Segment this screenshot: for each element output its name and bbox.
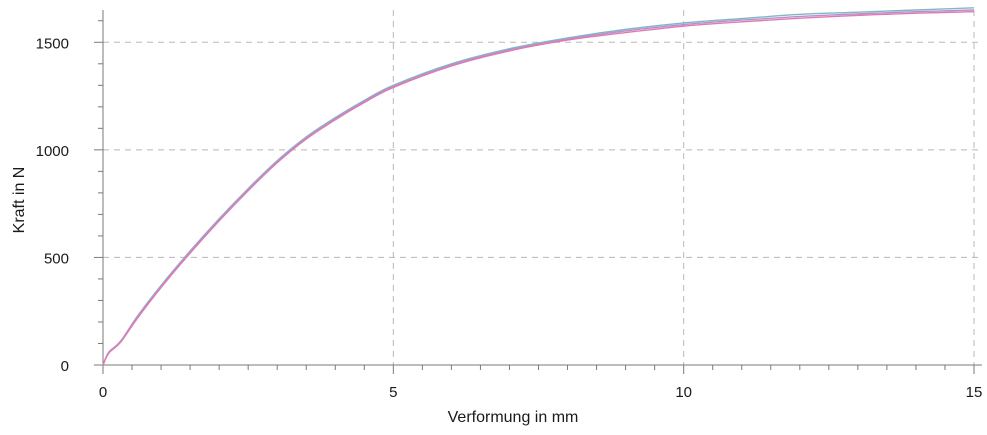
ticks <box>94 20 975 374</box>
tick-labels: 0 5 10 15 0 500 1000 1500 <box>36 35 983 401</box>
x-tick-label: 0 <box>99 384 107 401</box>
x-axis-title: Verformung in mm <box>448 409 579 426</box>
y-tick-label: 1500 <box>36 35 69 52</box>
grid <box>103 10 982 365</box>
y-tick-label: 500 <box>44 250 69 267</box>
x-tick-label: 15 <box>966 384 983 401</box>
y-tick-label: 0 <box>61 358 69 375</box>
x-tick-label: 10 <box>675 384 692 401</box>
y-axis-title: Kraft in N <box>11 167 28 234</box>
series-line-2 <box>102 9 975 366</box>
x-tick-label: 5 <box>389 384 397 401</box>
series-lines <box>102 7 975 366</box>
y-tick-label: 1000 <box>36 143 69 160</box>
axes <box>102 10 982 366</box>
series-line-1 <box>102 7 975 366</box>
series-line-3 <box>102 11 975 366</box>
